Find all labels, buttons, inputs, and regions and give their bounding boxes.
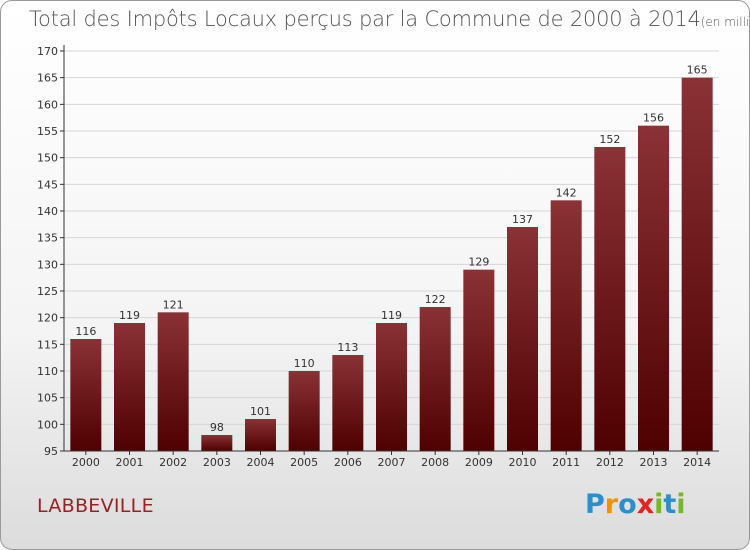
bar: [419, 307, 451, 451]
x-tick-label: 2014: [683, 456, 711, 469]
x-tick-label: 2007: [378, 456, 406, 469]
labels: 95 100 105 110 115 120 125 130 135 140 145 150 155 16…: [37, 45, 711, 469]
y-tick-label: 165: [37, 72, 58, 85]
proxiti-logo: Proxiti: [585, 489, 686, 520]
data-label: 110: [294, 357, 315, 370]
x-tick-label: 2005: [290, 456, 318, 469]
data-label: 121: [163, 298, 184, 311]
y-tick-label: 115: [37, 338, 58, 351]
y-tick-label: 95: [44, 445, 58, 458]
data-label: 113: [337, 341, 358, 354]
y-tick-label: 130: [37, 258, 58, 271]
y-tick-label: 100: [37, 418, 58, 431]
data-label: 119: [119, 309, 140, 322]
data-label: 101: [250, 405, 271, 418]
bar: [332, 355, 364, 451]
x-tick-label: 2011: [552, 456, 580, 469]
bar: [157, 312, 189, 451]
x-tick-label: 2010: [509, 456, 537, 469]
x-tick-label: 2013: [640, 456, 668, 469]
bar: [201, 435, 233, 451]
axes: [60, 45, 719, 455]
x-tick-label: 2012: [596, 456, 624, 469]
x-tick-label: 2002: [159, 456, 187, 469]
bar: [550, 200, 582, 451]
data-label: 142: [556, 186, 577, 199]
x-tick-label: 2008: [421, 456, 449, 469]
y-tick-label: 135: [37, 232, 58, 245]
x-tick-label: 2000: [72, 456, 100, 469]
data-label: 119: [381, 309, 402, 322]
bar: [638, 125, 669, 452]
bar: [245, 419, 276, 451]
logo-letter: r: [604, 489, 619, 520]
logo-letter: t: [663, 489, 677, 520]
y-tick-label: 140: [37, 205, 58, 218]
data-label: 156: [643, 112, 664, 125]
bar: [681, 77, 713, 452]
y-tick-label: 155: [37, 125, 58, 138]
bar: [376, 323, 407, 451]
x-tick-label: 2006: [334, 456, 362, 469]
y-tick-label: 120: [37, 312, 58, 325]
chart-title-unit: (en milliers d'€): [700, 15, 750, 29]
y-tick-label: 125: [37, 285, 58, 298]
bar: [507, 227, 538, 451]
data-label: 137: [512, 213, 533, 226]
data-label: 116: [75, 325, 96, 338]
y-tick-label: 160: [37, 98, 58, 111]
chart-title: Total des Impôts Locaux perçus par la Co…: [29, 7, 750, 31]
x-tick-label: 2003: [203, 456, 231, 469]
logo-letter: P: [585, 489, 605, 520]
y-tick-label: 150: [37, 152, 58, 165]
bar: [70, 339, 102, 451]
y-tick-label: 145: [37, 178, 58, 191]
x-tick-label: 2009: [465, 456, 493, 469]
logo-letter: i: [676, 489, 686, 520]
x-tick-label: 2001: [116, 456, 144, 469]
bar: [594, 147, 626, 451]
data-label: 129: [468, 256, 489, 269]
x-tick-label: 2004: [247, 456, 275, 469]
commune-name: LABBEVILLE: [37, 495, 154, 517]
data-label: 165: [687, 64, 708, 77]
logo-letter: i: [654, 489, 664, 520]
y-tick-label: 170: [37, 45, 58, 58]
bar: [288, 371, 320, 451]
data-label: 152: [599, 133, 620, 146]
logo-letter: x: [636, 489, 655, 520]
y-tick-label: 110: [37, 365, 58, 378]
bar: [114, 323, 145, 451]
logo-letter: o: [618, 489, 637, 520]
bar: [463, 269, 495, 451]
bars: [70, 77, 713, 452]
data-label: 98: [210, 421, 224, 434]
data-label: 122: [425, 293, 446, 306]
y-tick-label: 105: [37, 392, 58, 405]
chart-title-main: Total des Impôts Locaux perçus par la Co…: [29, 7, 701, 31]
